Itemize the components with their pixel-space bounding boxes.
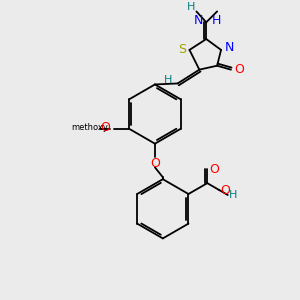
Text: N: N (224, 41, 234, 54)
Text: O: O (101, 122, 110, 134)
Text: O: O (150, 157, 160, 170)
Text: methoxy: methoxy (71, 123, 108, 132)
Text: O: O (220, 184, 230, 196)
Text: H: H (187, 2, 196, 13)
Text: H: H (212, 14, 221, 27)
Text: O: O (234, 63, 244, 76)
Text: O: O (209, 163, 219, 176)
Text: H: H (229, 190, 237, 200)
Text: S: S (178, 44, 187, 56)
Text: N: N (194, 14, 203, 27)
Text: H: H (164, 74, 172, 85)
